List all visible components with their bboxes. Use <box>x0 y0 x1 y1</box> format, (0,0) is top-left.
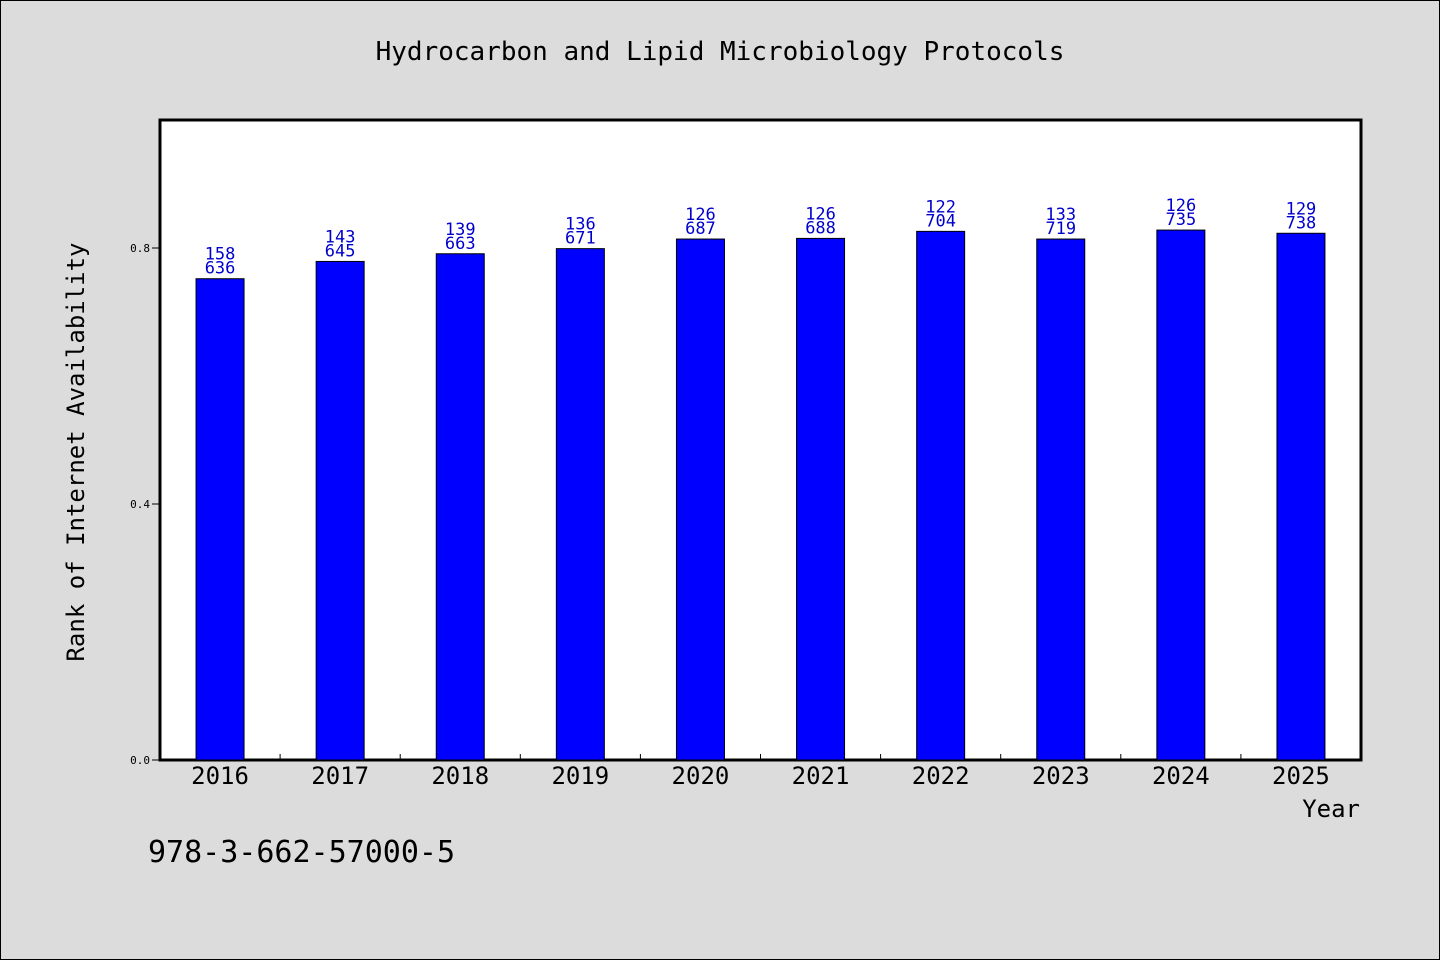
x-axis: 2016 2017 2018 2019 2020 2021 2022 2023 2024 2025 <box>191 754 1330 790</box>
bar-label-top: 136 <box>565 215 596 235</box>
bar-label-bottom: 738 <box>1286 213 1317 233</box>
bar-label-top: 126 <box>685 205 716 225</box>
bar-label-top: 126 <box>1165 196 1196 216</box>
x-tick-label: 2022 <box>912 762 970 790</box>
x-tick-label: 2016 <box>191 762 249 790</box>
bar-label-top: 139 <box>445 220 476 240</box>
y-tick-label: 0.8 <box>130 242 150 255</box>
x-tick-label: 2018 <box>431 762 489 790</box>
x-tick-label: 2021 <box>792 762 850 790</box>
bar-label-top: 158 <box>205 245 236 265</box>
chart-title: Hydrocarbon and Lipid Microbiology Proto… <box>376 37 1065 67</box>
bar-label-bottom: 704 <box>925 211 956 231</box>
bar-series <box>195 229 1326 761</box>
bar <box>675 238 725 761</box>
y-tick-label: 0.0 <box>130 754 150 767</box>
bar <box>435 253 485 761</box>
bar <box>796 237 846 761</box>
y-axis-label: Rank of Internet Availability <box>62 242 90 661</box>
bar <box>555 248 605 761</box>
bar <box>1156 229 1206 761</box>
y-axis: 0.0 0.4 0.8 <box>130 242 160 767</box>
bar-label-bottom: 663 <box>445 234 476 254</box>
bar-label-top: 126 <box>805 204 836 224</box>
x-tick-label: 2023 <box>1032 762 1090 790</box>
x-tick-label: 2019 <box>551 762 609 790</box>
bar-label-bottom: 688 <box>805 218 836 238</box>
x-tick-label: 2024 <box>1152 762 1210 790</box>
x-axis-label: Year <box>1302 795 1360 823</box>
y-tick-label: 0.4 <box>130 498 150 511</box>
bar <box>1276 232 1326 761</box>
bar-label-bottom: 735 <box>1165 210 1196 230</box>
bar-labels: 1586361436451396631366711266871266881227… <box>205 196 1317 279</box>
x-tick-label: 2020 <box>672 762 730 790</box>
bar-label-top: 143 <box>325 227 356 247</box>
bar-label-bottom: 636 <box>205 259 236 279</box>
bar <box>195 278 245 761</box>
bar <box>1036 238 1086 761</box>
bar-label-bottom: 671 <box>565 229 596 249</box>
bar <box>916 230 966 761</box>
x-tick-label: 2025 <box>1272 762 1330 790</box>
isbn-footnote: 978-3-662-57000-5 <box>148 835 455 870</box>
bar-label-top: 133 <box>1045 205 1076 225</box>
bar-label-top: 122 <box>925 197 956 217</box>
bar-label-bottom: 719 <box>1045 219 1076 239</box>
bar-label-bottom: 687 <box>685 219 716 239</box>
bar-label-bottom: 645 <box>325 241 356 261</box>
x-tick-label: 2017 <box>311 762 369 790</box>
bar-label-top: 129 <box>1286 199 1317 219</box>
bar <box>315 260 365 761</box>
